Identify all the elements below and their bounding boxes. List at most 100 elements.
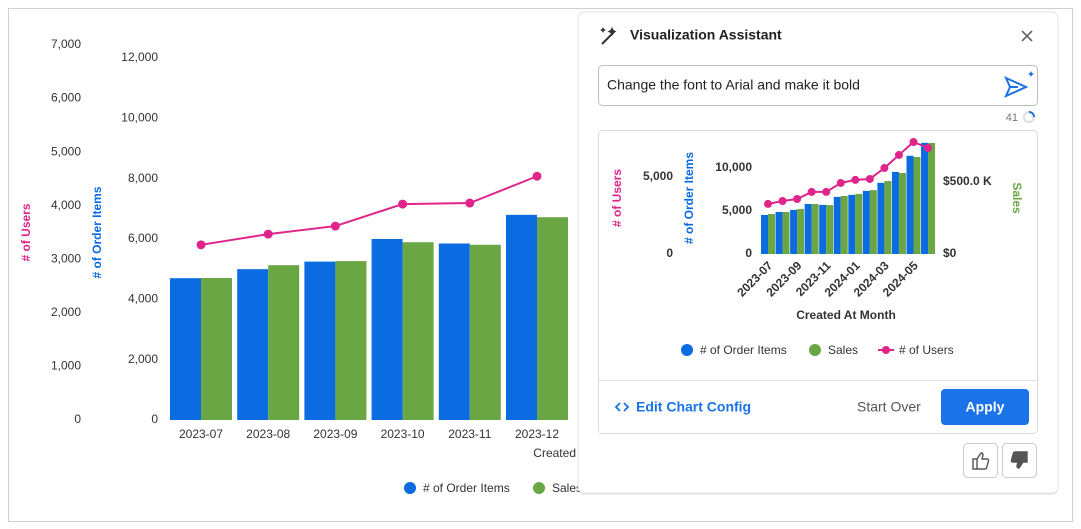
axis-title: # of Order Items bbox=[90, 186, 104, 278]
bar bbox=[170, 278, 201, 420]
bar bbox=[869, 190, 877, 254]
y-tick-label: $500.0 K bbox=[943, 174, 992, 188]
y-tick-label: 5,000 bbox=[722, 203, 752, 217]
bar bbox=[768, 213, 775, 254]
send-button[interactable] bbox=[1004, 71, 1034, 98]
legend-swatch bbox=[882, 346, 890, 354]
apply-button[interactable] bbox=[941, 389, 1029, 425]
bar bbox=[438, 243, 470, 420]
x-tick-label: 2023-08 bbox=[246, 427, 290, 441]
axis-title: # of Users bbox=[610, 169, 624, 227]
y-tick-label: $0 bbox=[943, 246, 957, 260]
y-tick-label: 10,000 bbox=[715, 160, 752, 174]
point bbox=[909, 138, 918, 146]
bar bbox=[891, 171, 899, 254]
axis-title: Sales bbox=[1010, 182, 1024, 214]
bar bbox=[826, 205, 834, 254]
bar bbox=[862, 190, 870, 254]
count-ring-progress bbox=[1028, 111, 1035, 118]
point bbox=[851, 175, 860, 184]
bar bbox=[775, 211, 783, 254]
y-tick-label: 4,000 bbox=[51, 198, 81, 212]
point bbox=[880, 164, 889, 173]
point bbox=[263, 229, 273, 239]
y-tick-label: 0 bbox=[666, 246, 673, 260]
legend-label: Sales bbox=[552, 481, 582, 495]
x-axis-title: Created At Month bbox=[796, 308, 896, 322]
point bbox=[778, 197, 787, 206]
prompt-input[interactable] bbox=[598, 65, 1038, 106]
legend-label: Sales bbox=[828, 343, 858, 357]
apply-label: Apply bbox=[966, 399, 1005, 415]
y-tick-label: 0 bbox=[151, 412, 158, 426]
bar bbox=[855, 193, 863, 254]
point bbox=[532, 171, 542, 181]
edit-config-button[interactable]: Edit Chart Config bbox=[614, 399, 751, 415]
y-tick-label: 10,000 bbox=[121, 110, 158, 124]
bar bbox=[469, 244, 501, 420]
legend-swatch bbox=[404, 482, 416, 494]
x-tick-label: 2023-07 bbox=[179, 427, 223, 441]
thumbs-down-icon bbox=[1010, 451, 1028, 469]
y-tick-label: 2,000 bbox=[128, 352, 158, 366]
y-tick-label: 7,000 bbox=[51, 37, 81, 51]
bar bbox=[840, 195, 848, 254]
axis-title: # of Users bbox=[19, 203, 33, 261]
y-tick-label: 1,000 bbox=[51, 359, 81, 373]
bar bbox=[402, 242, 434, 420]
point bbox=[330, 221, 340, 231]
bar bbox=[335, 261, 367, 420]
y-tick-label: 2,000 bbox=[51, 305, 81, 319]
edit-config-label: Edit Chart Config bbox=[636, 399, 751, 415]
code-icon bbox=[614, 402, 630, 412]
y-tick-label: 12,000 bbox=[121, 50, 158, 64]
bar bbox=[898, 172, 906, 254]
close-button[interactable] bbox=[1021, 30, 1033, 42]
bar bbox=[201, 277, 232, 420]
point bbox=[836, 178, 845, 187]
legend-swatch bbox=[809, 344, 821, 356]
legend-label: # of Order Items bbox=[423, 481, 510, 495]
bar bbox=[761, 214, 768, 254]
bar bbox=[790, 209, 798, 254]
x-tick-label: 2023-11 bbox=[448, 427, 491, 441]
bar bbox=[819, 204, 827, 254]
bar bbox=[877, 182, 885, 254]
y-tick-label: 8,000 bbox=[128, 171, 158, 185]
y-tick-label: 6,000 bbox=[128, 231, 158, 245]
bar bbox=[506, 214, 537, 420]
char-count: 41 bbox=[1006, 112, 1018, 124]
x-tick-label: 2023-09 bbox=[313, 427, 357, 441]
bar bbox=[848, 194, 856, 254]
panel-title: Visualization Assistant bbox=[630, 27, 782, 43]
bar bbox=[906, 155, 914, 254]
bar bbox=[797, 208, 805, 254]
bar bbox=[913, 156, 921, 254]
bar bbox=[371, 238, 403, 420]
bar bbox=[804, 203, 812, 254]
bar bbox=[884, 181, 892, 254]
bar bbox=[537, 217, 568, 420]
legend-label: # of Order Items bbox=[700, 343, 787, 357]
axis-title: # of Order Items bbox=[682, 152, 696, 244]
y-tick-label: 5,000 bbox=[51, 144, 81, 158]
y-tick-label: 0 bbox=[74, 412, 81, 426]
bar bbox=[928, 143, 936, 254]
bar bbox=[833, 196, 841, 254]
y-tick-label: 4,000 bbox=[128, 291, 158, 305]
point bbox=[894, 150, 903, 159]
bar bbox=[782, 211, 790, 254]
point bbox=[924, 144, 933, 153]
start-over-button[interactable]: Start Over bbox=[857, 399, 921, 415]
y-tick-label: 0 bbox=[745, 246, 752, 260]
bar bbox=[921, 142, 929, 254]
thumbs-up-icon bbox=[972, 452, 990, 470]
point bbox=[822, 187, 831, 196]
background-chart: 0 2,000 4,000 6,000 8,000 10,000 12,000 0 1,000 2… bbox=[19, 37, 692, 495]
point bbox=[196, 240, 206, 250]
thumbs-up-button[interactable] bbox=[963, 443, 998, 478]
y-tick-label: 3,000 bbox=[51, 251, 81, 265]
point bbox=[764, 199, 772, 208]
point bbox=[398, 199, 408, 209]
